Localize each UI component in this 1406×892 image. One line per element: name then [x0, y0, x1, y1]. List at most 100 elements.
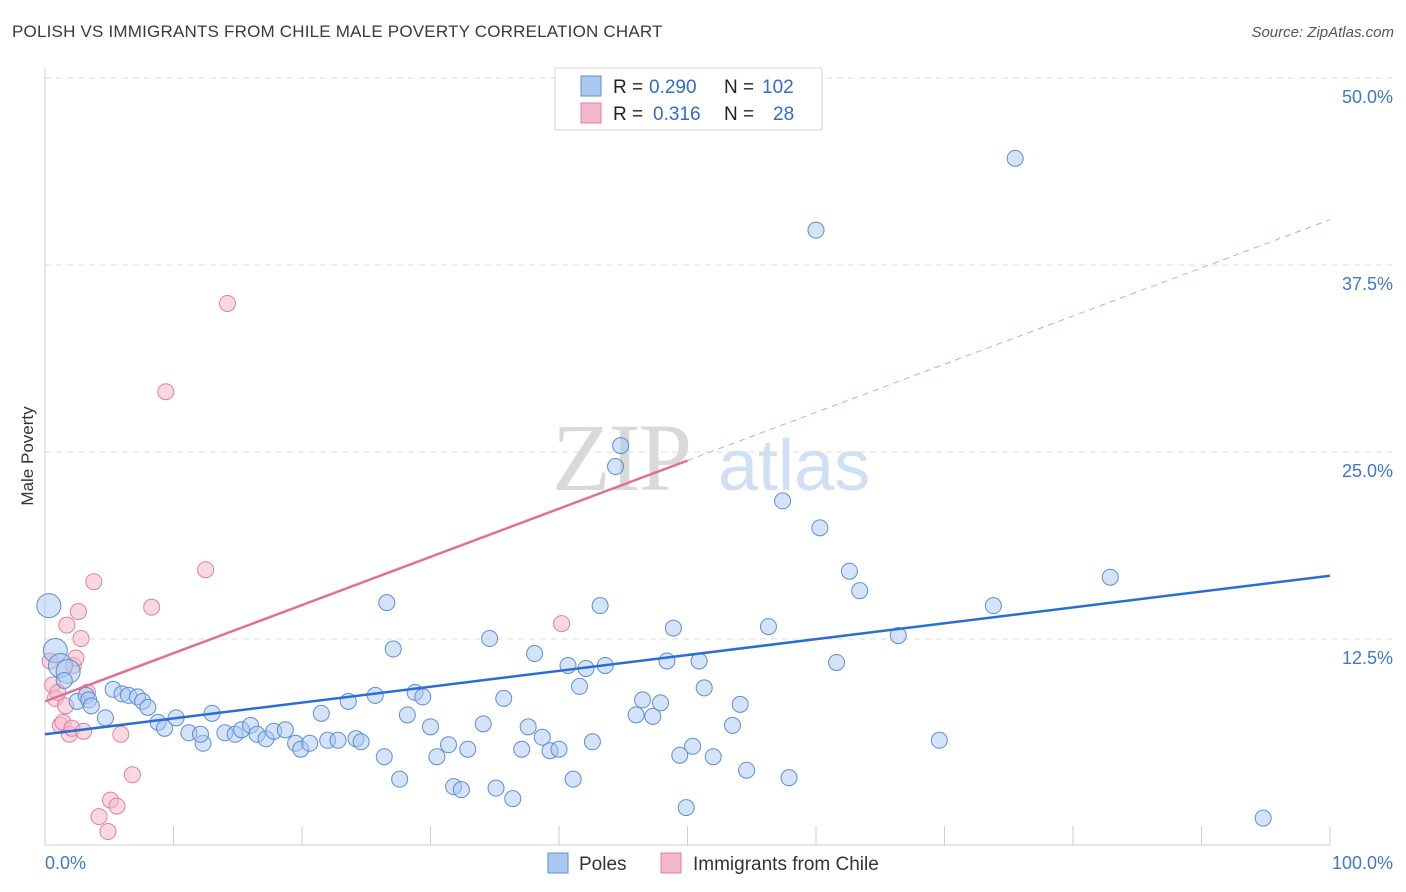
legend-swatch-poles [580, 75, 602, 97]
series-legend: Poles Immigrants from Chile [547, 852, 879, 875]
poles-point [723, 716, 741, 734]
chile-point [123, 766, 141, 784]
poles-point [684, 737, 702, 755]
poles-point [391, 770, 409, 788]
poles-point [811, 519, 829, 537]
poles-point [375, 748, 393, 766]
source-label: Source: ZipAtlas.com [1251, 24, 1394, 41]
poles-point [1006, 149, 1024, 167]
chile-trend-extension [687, 219, 1331, 461]
poles-point [301, 734, 319, 752]
legend-n-value-chile: 28 [773, 104, 794, 125]
poles-point [984, 597, 1002, 615]
poles-point [487, 779, 505, 797]
poles-point [276, 721, 294, 739]
poles-point [731, 695, 749, 713]
chile-point [157, 383, 175, 401]
poles-point [96, 709, 114, 727]
poles-point [504, 790, 522, 808]
bottom-legend-chile: Immigrants from Chile [693, 854, 879, 875]
poles-point [807, 221, 825, 239]
poles-trend-line [44, 574, 1331, 736]
poles-point [627, 706, 645, 724]
legend-n-value-poles: 102 [762, 77, 794, 98]
series-immigrants-from-chile [41, 294, 571, 841]
poles-point [139, 698, 157, 716]
poles-point [329, 731, 347, 749]
poles-point [550, 740, 568, 758]
x-tick-label-max: 100.0% [1332, 853, 1393, 873]
poles-point [312, 704, 330, 722]
poles-point [422, 718, 439, 736]
poles-point [738, 761, 756, 779]
poles-point [652, 694, 670, 712]
poles-point [519, 718, 537, 736]
poles-point [704, 748, 722, 766]
poles-point [759, 618, 777, 636]
poles-point [452, 781, 470, 799]
y-tick-label: 50.0% [1342, 87, 1393, 107]
poles-point [658, 652, 676, 670]
poles-point [1101, 568, 1119, 586]
chile-trend-line [44, 459, 688, 703]
legend-r-value-poles: 0.290 [649, 77, 697, 98]
chile-point [197, 561, 215, 579]
poles-point [644, 707, 662, 725]
poles-point [384, 640, 402, 658]
poles-point [612, 437, 630, 455]
trend-lines [44, 219, 1331, 736]
poles-point [780, 769, 798, 787]
poles-point [459, 740, 477, 758]
chart-title: POLISH VS IMMIGRANTS FROM CHILE MALE POV… [12, 22, 663, 41]
poles-point [607, 458, 625, 476]
legend-r-label-poles: R = [613, 77, 643, 98]
poles-point [840, 562, 858, 580]
legend-swatch-chile [580, 102, 602, 124]
y-tick-labels: 12.5% 25.0% 37.5% 50.0% [1342, 87, 1393, 668]
poles-point [828, 653, 846, 671]
y-tick-label: 12.5% [1342, 648, 1393, 668]
x-ticks [44, 826, 1331, 845]
y-tick-label: 25.0% [1342, 461, 1393, 481]
poles-point [677, 799, 695, 817]
x-tick-label-min: 0.0% [45, 853, 86, 873]
correlation-legend: R = 0.290 N = 102 R = 0.316 N = 28 [554, 67, 823, 131]
chile-point [58, 616, 76, 634]
legend-r-value-chile: 0.316 [653, 104, 701, 125]
series-poles [36, 149, 1272, 827]
poles-point [191, 725, 209, 743]
poles-point [36, 593, 62, 619]
poles-point [664, 619, 682, 637]
legend-n-label-poles: N = [724, 77, 754, 98]
chile-point [99, 823, 117, 841]
poles-point [82, 697, 100, 715]
poles-point [439, 736, 457, 754]
chile-point [108, 797, 126, 815]
chile-point [90, 808, 108, 826]
poles-point [414, 688, 432, 706]
poles-point [851, 582, 869, 600]
poles-point [398, 706, 416, 724]
legend-r-label-chile: R = [613, 104, 643, 125]
chile-point [112, 725, 130, 743]
poles-point [474, 715, 492, 733]
bottom-legend-swatch-chile [660, 852, 682, 874]
watermark-zip: ZIP [552, 404, 690, 511]
poles-point [526, 645, 544, 663]
watermark-atlas: atlas [718, 426, 870, 506]
bottom-legend-poles: Poles [579, 854, 627, 875]
chile-point [553, 615, 571, 633]
poles-point [583, 733, 601, 751]
chile-point [218, 294, 236, 312]
chile-point [85, 573, 103, 591]
poles-point [671, 746, 689, 764]
y-axis-title: Male Poverty [18, 406, 37, 506]
poles-point [889, 627, 907, 645]
legend-n-label-chile: N = [724, 104, 754, 125]
poles-point [571, 677, 589, 695]
poles-point [352, 733, 370, 751]
poles-point [495, 689, 513, 707]
gridlines [45, 77, 1392, 640]
poles-point [481, 630, 499, 648]
